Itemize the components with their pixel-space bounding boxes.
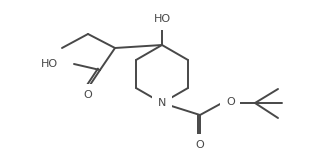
Text: O: O	[195, 140, 204, 150]
Text: O: O	[84, 90, 92, 100]
Text: HO: HO	[41, 59, 58, 69]
Text: N: N	[158, 98, 166, 108]
Text: HO: HO	[153, 14, 170, 24]
Text: O: O	[226, 97, 235, 107]
